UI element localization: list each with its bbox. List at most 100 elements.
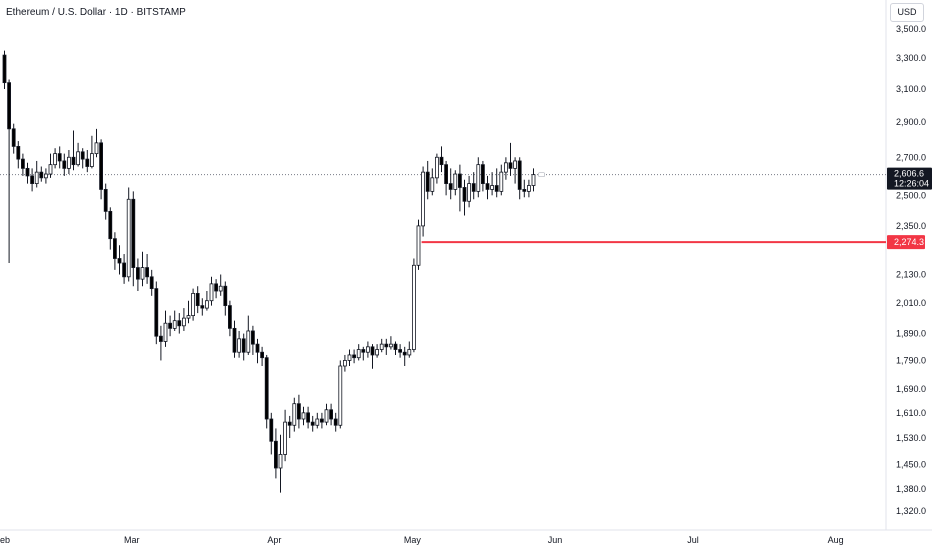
candle-down bbox=[273, 440, 278, 469]
candle-up bbox=[126, 198, 131, 278]
candle-up bbox=[44, 173, 48, 179]
candle-down bbox=[99, 142, 103, 190]
candle-down bbox=[25, 167, 30, 177]
candle-down bbox=[494, 185, 499, 192]
candle-down bbox=[485, 183, 490, 190]
candle-down bbox=[425, 171, 430, 192]
candle-down bbox=[71, 156, 76, 166]
candle-down bbox=[7, 82, 11, 130]
candle-down bbox=[384, 343, 389, 348]
candle-down bbox=[471, 183, 476, 192]
candle-down bbox=[57, 153, 62, 162]
candle-down bbox=[16, 146, 21, 160]
x-tick-label: Mar bbox=[124, 535, 140, 545]
y-tick-label: 1,380.0 bbox=[896, 484, 926, 494]
candle-up bbox=[453, 173, 458, 190]
candle-down bbox=[361, 349, 366, 353]
candle-up bbox=[416, 225, 421, 266]
candle-up bbox=[503, 162, 508, 173]
candle-up bbox=[527, 185, 531, 192]
candle-up bbox=[34, 171, 39, 184]
x-tick-label: eb bbox=[0, 535, 10, 545]
candle-up bbox=[181, 317, 186, 327]
y-tick-label: 1,450.0 bbox=[896, 460, 926, 470]
candle-down bbox=[158, 335, 163, 342]
last-price-tag bbox=[887, 167, 932, 190]
candle-down bbox=[80, 151, 85, 160]
y-tick-label: 1,890.0 bbox=[896, 329, 926, 339]
y-tick-label: 1,530.0 bbox=[896, 433, 926, 443]
candle-up bbox=[90, 153, 94, 167]
last-price-marker bbox=[538, 172, 545, 178]
chart-title: Ethereum / U.S. Dollar · 1D · BITSTAMP bbox=[6, 7, 186, 18]
candle-up bbox=[342, 360, 347, 367]
candle-down bbox=[62, 160, 67, 169]
candle-up bbox=[467, 183, 472, 202]
candle-up bbox=[315, 418, 320, 426]
candle-down bbox=[227, 305, 232, 329]
candle-up bbox=[246, 330, 251, 353]
candle-down bbox=[393, 343, 398, 350]
candle-up bbox=[499, 171, 504, 192]
candle-down bbox=[398, 349, 403, 353]
candle-down bbox=[296, 403, 301, 420]
candle-up bbox=[531, 174, 536, 186]
candle-up bbox=[434, 156, 439, 179]
y-tick-label: 1,690.0 bbox=[896, 384, 926, 394]
candle-up bbox=[283, 421, 288, 455]
candle-up bbox=[513, 160, 517, 169]
candle-up bbox=[163, 322, 168, 342]
candle-down bbox=[149, 276, 154, 290]
y-tick-label: 2,900.0 bbox=[896, 117, 926, 127]
currency-selector[interactable]: USD bbox=[890, 3, 924, 22]
x-tick-label: Aug bbox=[828, 535, 844, 545]
candle-down bbox=[329, 409, 334, 420]
candle-up bbox=[53, 153, 57, 166]
candle-up bbox=[76, 151, 80, 166]
y-tick-label: 1,790.0 bbox=[896, 355, 926, 365]
candle-down bbox=[255, 343, 260, 353]
candle-down bbox=[154, 288, 159, 337]
candle-down bbox=[444, 164, 449, 184]
candle-down bbox=[177, 320, 182, 327]
candle-down bbox=[480, 164, 485, 184]
y-tick-label: 2,350.0 bbox=[896, 221, 926, 231]
candle-down bbox=[333, 418, 338, 426]
x-tick-label: May bbox=[404, 535, 422, 545]
candle-down bbox=[352, 354, 357, 359]
candle-up bbox=[388, 343, 393, 348]
x-tick-label: Jul bbox=[687, 535, 699, 545]
candle-down bbox=[260, 351, 265, 359]
candle-up bbox=[218, 285, 223, 292]
level-price-value: 2,274.3 bbox=[894, 237, 924, 247]
candle-up bbox=[338, 365, 343, 426]
candle-down bbox=[200, 305, 205, 309]
candle-up bbox=[421, 171, 426, 227]
candle-down bbox=[269, 418, 274, 442]
candle-up bbox=[191, 293, 196, 316]
candle-down bbox=[39, 171, 44, 179]
level-price-tag bbox=[887, 235, 925, 250]
candle-down bbox=[457, 173, 462, 188]
candle-up bbox=[209, 283, 214, 302]
candle-up bbox=[237, 338, 242, 353]
candle-down bbox=[11, 128, 16, 147]
candle-up bbox=[204, 300, 209, 309]
y-tick-label: 2,130.0 bbox=[896, 269, 926, 279]
candle-up bbox=[365, 346, 370, 353]
y-tick-label: 1,610.0 bbox=[896, 408, 926, 418]
candle-down bbox=[117, 258, 122, 264]
last-price-value: 2,606.6 bbox=[894, 169, 924, 179]
candle-down bbox=[20, 158, 25, 169]
y-tick-label: 1,320.0 bbox=[896, 506, 926, 516]
candle-up bbox=[379, 343, 384, 350]
candle-up bbox=[301, 412, 306, 420]
candle-up bbox=[375, 349, 380, 356]
candle-up bbox=[94, 142, 99, 155]
candle-up bbox=[430, 177, 435, 192]
candle-down bbox=[131, 198, 136, 268]
y-tick-label: 3,100.0 bbox=[896, 84, 926, 94]
candle-down bbox=[2, 54, 7, 84]
candle-up bbox=[140, 267, 145, 280]
